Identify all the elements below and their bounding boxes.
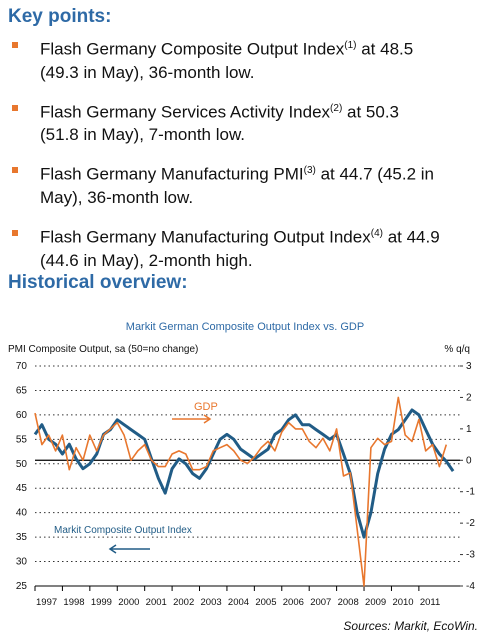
y2-tick-label: -3 bbox=[466, 550, 475, 561]
x-tick-label: 2003 bbox=[201, 597, 222, 608]
arrow bbox=[108, 544, 150, 554]
x-tick-label: 2008 bbox=[338, 597, 359, 608]
y-axis-label: PMI Composite Output, sa (50=no change) bbox=[8, 344, 198, 355]
y-tick-label: 45 bbox=[16, 483, 28, 494]
x-tick-label: 2000 bbox=[118, 597, 139, 608]
x-tick-label: 2010 bbox=[392, 597, 413, 608]
key-points: Flash Germany Composite Output Index(1) … bbox=[0, 34, 470, 285]
y2-tick-label: 0 bbox=[466, 455, 472, 466]
x-tick-label: 1998 bbox=[63, 597, 84, 608]
x-tick-label: 1997 bbox=[36, 597, 57, 608]
chart: Markit German Composite Output Index vs.… bbox=[8, 321, 478, 633]
y-tick-label: 70 bbox=[16, 361, 28, 372]
heading: Key points: bbox=[8, 6, 112, 27]
chart-title: Markit German Composite Output Index vs.… bbox=[126, 321, 364, 333]
text: Flash Germany Manufacturing PMI bbox=[40, 164, 304, 184]
x-tick-label: 1999 bbox=[91, 597, 112, 608]
y-tick-label: 30 bbox=[16, 557, 28, 568]
y-tick-label: 50 bbox=[16, 459, 28, 470]
legend-label: Markit Composite Output Index bbox=[54, 525, 192, 536]
bullet: Flash Germany Services Activity Index(2)… bbox=[0, 97, 440, 147]
text: Flash Germany Manufacturing Output Index bbox=[40, 227, 371, 247]
y2-tick-label: -1 bbox=[466, 487, 475, 498]
text: at 44.9 (44.6 in May), 2-month high. bbox=[40, 227, 440, 270]
sup: (4) bbox=[370, 227, 383, 239]
bullet: Flash Germany Manufacturing Output Index… bbox=[0, 222, 440, 272]
x-tick-label: 2005 bbox=[255, 597, 276, 608]
arrow bbox=[172, 414, 212, 424]
text: at 44.7 (45.2 in May), 36-month low. bbox=[40, 164, 434, 207]
text: at 50.3 (51.8 in May), 7-month low. bbox=[40, 102, 400, 145]
bullet: Flash Germany Manufacturing PMI(3) at 44… bbox=[0, 159, 440, 209]
y-tick-label: 55 bbox=[16, 434, 28, 445]
y2-tick-label: 2 bbox=[466, 392, 472, 403]
x-tick-label: 2002 bbox=[173, 597, 194, 608]
x-tick-label: 2004 bbox=[228, 597, 249, 608]
y-tick-label: 25 bbox=[16, 581, 28, 592]
series-line bbox=[33, 408, 455, 539]
sup: (2) bbox=[330, 102, 343, 114]
y-tick-label: 60 bbox=[16, 410, 28, 421]
y2-tick-label: 1 bbox=[466, 424, 472, 435]
y-tick-label: 40 bbox=[16, 508, 28, 519]
bullet: Flash Germany Composite Output Index(1) … bbox=[0, 34, 440, 84]
sup: (1) bbox=[344, 40, 357, 51]
y2-tick-label: -4 bbox=[466, 581, 475, 592]
text: Flash Germany Composite Output Index bbox=[40, 39, 345, 59]
x-tick-label: 2011 bbox=[420, 597, 440, 608]
x-tick-label: 2007 bbox=[310, 597, 331, 608]
legend-label: GDP bbox=[194, 401, 218, 413]
text: Flash Germany Services Activity Index bbox=[40, 102, 331, 122]
x-tick-label: 2006 bbox=[283, 597, 304, 608]
y-tick-label: 65 bbox=[16, 385, 28, 396]
y2-tick-label: 3 bbox=[466, 361, 472, 372]
x-tick-label: 2001 bbox=[146, 597, 167, 608]
y-tick-label: 35 bbox=[16, 532, 28, 543]
x-tick-label: 2009 bbox=[365, 597, 386, 608]
series-line bbox=[34, 396, 448, 587]
sources: Sources: Markit, EcoWin. bbox=[343, 619, 478, 633]
sup: (3) bbox=[303, 165, 316, 177]
text: at 48.5 (49.3 in May), 36-month low. bbox=[40, 39, 414, 82]
y2-axis-label: % q/q bbox=[444, 344, 470, 355]
heading: Historical overview: bbox=[8, 272, 188, 293]
y2-tick-label: -2 bbox=[466, 518, 475, 529]
